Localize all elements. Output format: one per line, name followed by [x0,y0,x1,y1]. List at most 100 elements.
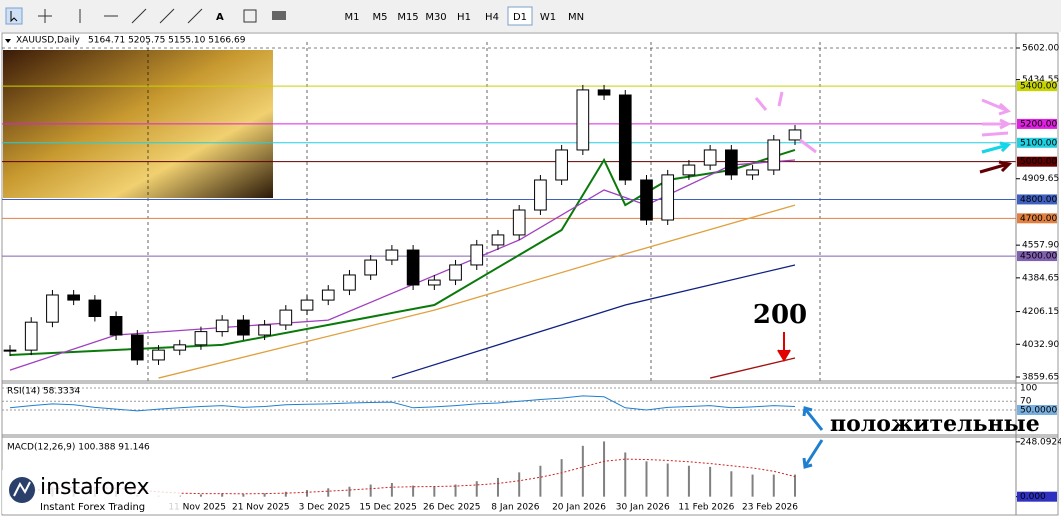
candle [746,169,759,176]
timeframe-button[interactable]: MN [568,12,584,23]
candle [215,319,229,333]
timeframe-button[interactable]: D1 [513,12,527,23]
candle [576,89,590,151]
macd-bar [263,493,266,497]
timeframe-button[interactable]: M5 [373,12,388,23]
blue-arrows [802,406,824,469]
timeframe-button[interactable]: H4 [485,12,499,23]
macd-bar [624,452,627,497]
level-tag [1017,213,1057,224]
macd-bar [794,474,796,497]
macd-bar [518,472,521,497]
y-tick-label: 4557.90 [1022,241,1059,251]
candle [512,209,526,236]
candle [364,259,378,276]
candle [534,179,547,211]
candle [555,149,568,181]
candle [449,264,462,281]
candle [173,344,187,351]
macd-bar [709,466,712,497]
macd-bar [560,459,563,497]
candle [194,331,208,346]
macd-bar [539,465,542,497]
level-tag [1017,137,1057,148]
x-tick-label: 26 Dec 2025 [423,503,481,513]
x-tick-label: 11 Nov 2025 [168,503,226,513]
y-tick-label: 4032.90 [1022,340,1059,350]
timeframe-button[interactable]: H1 [457,12,471,23]
logo-tagline: Instant Forex Trading [40,502,145,513]
x-tick-label: 15 Dec 2025 [359,503,417,513]
active-timeframe [507,6,533,26]
shape-tool[interactable] [272,11,286,20]
cyan-arrow [981,141,1011,154]
candle [788,129,802,141]
macd-bar [496,477,499,497]
rsi-line [9,395,796,412]
label-tool[interactable] [243,9,257,23]
y-tick-label: 4384.65 [1022,273,1059,283]
macd-bar [412,485,415,497]
y-tick-label: 5602.00 [1022,44,1059,54]
x-tick-label: 21 Nov 2025 [232,503,290,513]
macd-bar [772,474,775,497]
level-label: 5000.00 [1020,157,1057,167]
candle [130,334,144,361]
macd-bar [221,493,224,497]
level-label: 4700.00 [1020,214,1057,224]
candle [237,319,250,336]
candle [767,139,781,171]
timeframe-button[interactable]: M15 [397,12,418,23]
candle [3,349,17,352]
level-tag [1017,156,1057,167]
draw-tools[interactable] [38,8,203,24]
macd-bar [306,490,309,497]
macd-tag [1017,491,1057,502]
quote: 5164.71 5205.75 5155.10 5166.69 [88,36,246,46]
rsi-tag [1017,405,1057,415]
candle [640,179,653,221]
y-tick-label: 4909.65 [1022,174,1059,184]
candle [109,316,123,336]
timeframe-button[interactable]: M30 [425,12,446,23]
candle [24,321,38,351]
macd-bar [475,481,478,497]
level-label: 5400.00 [1020,82,1057,92]
x-tick-label: 8 Jan 2026 [491,503,539,513]
candle [321,289,335,301]
macd-bar [199,494,202,497]
candle [618,94,632,181]
level-tag [1017,194,1057,205]
macd-bar [751,474,754,497]
cursor-icon [10,11,18,23]
candle [682,164,696,176]
timeframe-button[interactable]: M1 [345,12,360,23]
macd-tick-label: 0.000 [1020,492,1046,502]
x-tick-label: 3 Dec 2025 [299,503,351,513]
level-label: 5100.00 [1020,138,1057,148]
red-arrow [777,332,791,362]
y-tick-label: 3859.65 [1022,373,1059,383]
level-tag [1017,251,1057,262]
level-label: 4800.00 [1020,195,1057,205]
cursor-tool[interactable] [5,7,23,25]
level-tag [1017,118,1057,129]
text-tool[interactable]: A [216,12,224,23]
candle [152,349,165,361]
candle [279,309,293,326]
macd-bar [645,461,648,497]
logo-brand: instaforex [40,475,150,500]
timeframe-button[interactable]: W1 [540,12,556,23]
x-tick-label: 23 Feb 2026 [742,503,798,513]
macd-bar [348,486,351,497]
candle [300,299,314,311]
annotation-200: 200 [753,300,807,330]
macd-bar [581,445,584,497]
candle [491,234,505,246]
rsi-label: RSI(14) 58.3334 [7,387,80,397]
macd-bar [390,482,393,497]
macd-bar [327,488,330,497]
moving-average [9,159,796,371]
candle [258,324,271,336]
